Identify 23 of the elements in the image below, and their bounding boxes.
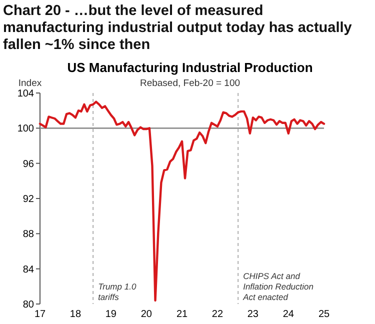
chart-subtitle: Rebased, Feb-20 = 100 [140, 78, 240, 89]
y-axis-title: Index [18, 78, 42, 89]
x-tick-label: 19 [105, 309, 117, 320]
ref-line-label: Trump 1.0 tariffs [98, 282, 136, 302]
x-tick-label: 18 [70, 309, 82, 320]
y-tick-label: 96 [22, 158, 34, 170]
chart-title: US Manufacturing Industrial Production [67, 60, 313, 75]
y-tick-label: 100 [17, 124, 34, 135]
y-tick-label: 84 [22, 264, 34, 276]
x-tick-label: 23 [247, 309, 259, 320]
x-tick-label: 25 [318, 309, 330, 320]
caption: Chart 20 - …but the level of measured manufacturing industrial output today has actually fallen ~1% since then [3, 3, 352, 53]
x-tick-label: 20 [140, 309, 152, 320]
ref-line-label: CHIPS Act and Inflation Reduction Act enacted [242, 271, 314, 302]
line-series [38, 100, 326, 302]
y-tick-label: 88 [22, 229, 34, 240]
x-tick-label: 24 [282, 309, 294, 320]
y-tick-label: 104 [17, 88, 34, 100]
y-tick-label: 92 [22, 194, 34, 205]
x-tick-label: 21 [176, 309, 188, 320]
x-tick-label: 22 [212, 309, 224, 320]
x-tick-label: 17 [34, 309, 46, 320]
y-tick-label: 80 [22, 300, 34, 310]
